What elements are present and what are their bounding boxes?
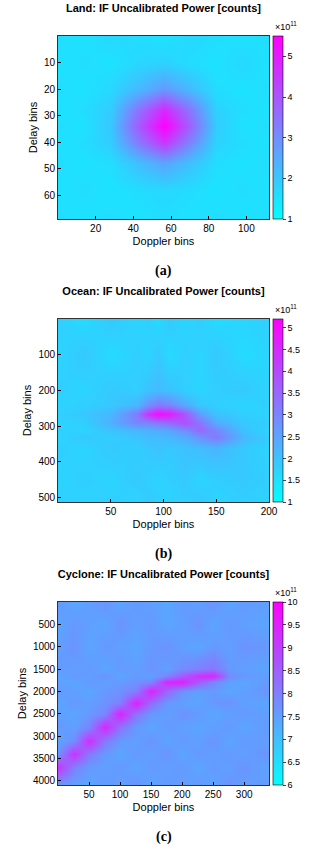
svg-text:60: 60 xyxy=(44,190,56,201)
svg-text:Delay bins: Delay bins xyxy=(21,384,33,436)
svg-text:150: 150 xyxy=(208,506,225,517)
svg-text:Doppler bins: Doppler bins xyxy=(133,518,195,530)
svg-text:Delay bins: Delay bins xyxy=(16,667,28,719)
svg-text:Ocean: IF Uncalibrated Power [: Ocean: IF Uncalibrated Power [counts] xyxy=(62,285,265,297)
svg-text:4: 4 xyxy=(288,366,293,376)
svg-text:500: 500 xyxy=(39,492,56,503)
svg-text:Doppler bins: Doppler bins xyxy=(133,801,195,813)
svg-text:7: 7 xyxy=(288,734,293,744)
svg-text:Delay bins: Delay bins xyxy=(27,101,39,153)
svg-text:2: 2 xyxy=(288,173,293,183)
svg-text:2.5: 2.5 xyxy=(288,432,301,442)
svg-text:300: 300 xyxy=(236,789,253,800)
svg-text:50: 50 xyxy=(83,789,95,800)
svg-text:20: 20 xyxy=(44,84,56,95)
svg-text:2: 2 xyxy=(288,454,293,464)
svg-text:7.5: 7.5 xyxy=(288,712,301,722)
svg-text:3000: 3000 xyxy=(33,731,56,742)
svg-text:500: 500 xyxy=(39,619,56,630)
svg-text:150: 150 xyxy=(143,789,160,800)
svg-text:(a): (a) xyxy=(155,263,172,279)
svg-text:9: 9 xyxy=(288,643,293,653)
svg-text:100: 100 xyxy=(238,223,255,234)
svg-text:200: 200 xyxy=(174,789,191,800)
svg-text:50: 50 xyxy=(105,506,117,517)
svg-text:100: 100 xyxy=(155,506,172,517)
svg-text:1000: 1000 xyxy=(33,641,56,652)
svg-text:1500: 1500 xyxy=(33,664,56,675)
svg-text:60: 60 xyxy=(165,223,177,234)
svg-text:1: 1 xyxy=(288,497,293,507)
svg-text:(c): (c) xyxy=(156,829,172,845)
svg-text:1: 1 xyxy=(288,214,293,224)
svg-text:9.5: 9.5 xyxy=(288,620,301,630)
svg-text:40: 40 xyxy=(44,137,56,148)
svg-text:40: 40 xyxy=(128,223,140,234)
svg-text:2500: 2500 xyxy=(33,708,56,719)
svg-text:10: 10 xyxy=(44,57,56,68)
svg-text:400: 400 xyxy=(39,456,56,467)
svg-text:10: 10 xyxy=(288,597,298,607)
svg-text:100: 100 xyxy=(39,349,56,360)
svg-text:50: 50 xyxy=(44,163,56,174)
svg-text:(b): (b) xyxy=(155,546,172,562)
svg-text:Doppler bins: Doppler bins xyxy=(133,235,195,247)
svg-text:4: 4 xyxy=(288,92,293,102)
svg-text:30: 30 xyxy=(44,110,56,121)
svg-text:5: 5 xyxy=(288,323,293,333)
svg-text:250: 250 xyxy=(205,789,222,800)
svg-text:1.5: 1.5 xyxy=(288,475,301,485)
svg-text:6.5: 6.5 xyxy=(288,757,301,767)
svg-text:4.5: 4.5 xyxy=(288,345,301,355)
svg-text:8.5: 8.5 xyxy=(288,666,301,676)
svg-text:6: 6 xyxy=(288,780,293,790)
svg-text:×10​11​: ×10​11​ xyxy=(275,20,297,32)
svg-text:80: 80 xyxy=(203,223,215,234)
svg-text:3.5: 3.5 xyxy=(288,388,301,398)
svg-text:Land: IF Uncalibrated Power [c: Land: IF Uncalibrated Power [counts] xyxy=(66,2,261,14)
svg-text:3: 3 xyxy=(288,133,293,143)
svg-text:200: 200 xyxy=(39,385,56,396)
svg-text:8: 8 xyxy=(288,689,293,699)
svg-text:×10​11​: ×10​11​ xyxy=(275,586,297,598)
svg-text:100: 100 xyxy=(112,789,129,800)
svg-text:20: 20 xyxy=(90,223,102,234)
svg-text:3500: 3500 xyxy=(33,753,56,764)
svg-text:300: 300 xyxy=(39,421,56,432)
svg-text:200: 200 xyxy=(261,506,278,517)
svg-text:×10​11​: ×10​11​ xyxy=(275,303,297,315)
svg-text:4000: 4000 xyxy=(33,775,56,786)
svg-text:Cyclone: IF Uncalibrated Power: Cyclone: IF Uncalibrated Power [counts] xyxy=(58,568,270,580)
svg-text:2000: 2000 xyxy=(33,686,56,697)
svg-text:3: 3 xyxy=(288,410,293,420)
svg-text:5: 5 xyxy=(288,51,293,61)
